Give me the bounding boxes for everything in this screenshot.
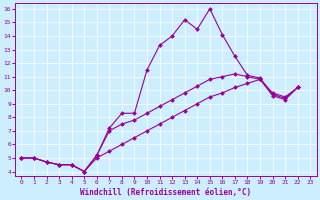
X-axis label: Windchill (Refroidissement éolien,°C): Windchill (Refroidissement éolien,°C) (80, 188, 252, 197)
